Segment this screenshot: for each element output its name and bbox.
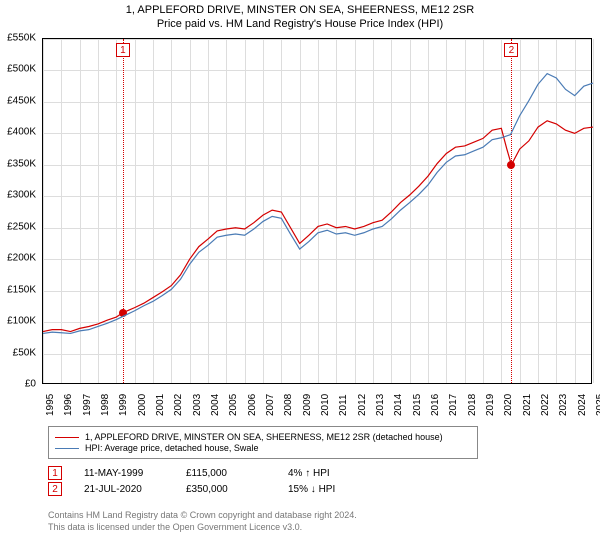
x-tick-label: 2025 — [595, 394, 600, 416]
x-tick-label: 2020 — [503, 394, 514, 416]
x-tick-label: 2019 — [485, 394, 496, 416]
y-tick-label: £450K — [0, 95, 36, 106]
x-tick-label: 2004 — [210, 394, 221, 416]
legend-swatch — [55, 448, 79, 449]
sale-row: 2 21-JUL-2020 £350,000 15% ↓ HPI — [48, 482, 368, 496]
x-tick-label: 2017 — [448, 394, 459, 416]
x-tick-label: 2011 — [338, 394, 349, 416]
x-tick-label: 1999 — [118, 394, 129, 416]
legend-row: 1, APPLEFORD DRIVE, MINSTER ON SEA, SHEE… — [55, 432, 471, 442]
x-tick-label: 2008 — [283, 394, 294, 416]
x-tick-label: 2012 — [357, 394, 368, 416]
chart-lines — [43, 39, 593, 385]
sale-price: £115,000 — [186, 468, 266, 479]
y-tick-label: £50K — [0, 347, 36, 358]
y-tick-label: £300K — [0, 190, 36, 201]
y-tick-label: £500K — [0, 64, 36, 75]
chart-title-line2: Price paid vs. HM Land Registry's House … — [0, 16, 600, 34]
x-tick-label: 2010 — [320, 394, 331, 416]
x-tick-label: 2000 — [137, 394, 148, 416]
attribution-line1: Contains HM Land Registry data © Crown c… — [48, 510, 357, 522]
x-tick-label: 2014 — [393, 394, 404, 416]
x-tick-label: 2024 — [577, 394, 588, 416]
x-tick-label: 2016 — [430, 394, 441, 416]
attribution-line2: This data is licensed under the Open Gov… — [48, 522, 357, 534]
sale-price: £350,000 — [186, 484, 266, 495]
x-tick-label: 2005 — [228, 394, 239, 416]
y-tick-label: £550K — [0, 33, 36, 44]
plot-area: 12 — [42, 38, 592, 384]
legend-swatch — [55, 437, 79, 438]
x-tick-label: 2001 — [155, 394, 166, 416]
chart-container: 1, APPLEFORD DRIVE, MINSTER ON SEA, SHEE… — [0, 0, 600, 560]
sale-delta: 4% ↑ HPI — [288, 468, 368, 479]
sale-date: 11-MAY-1999 — [84, 468, 164, 479]
sale-num-box: 2 — [48, 482, 62, 496]
x-tick-label: 1995 — [45, 394, 56, 416]
legend-label: 1, APPLEFORD DRIVE, MINSTER ON SEA, SHEE… — [85, 432, 443, 442]
series-property — [43, 121, 593, 332]
legend-label: HPI: Average price, detached house, Swal… — [85, 443, 258, 453]
sales-table: 1 11-MAY-1999 £115,000 4% ↑ HPI 2 21-JUL-2020… — [48, 464, 368, 498]
y-tick-label: £200K — [0, 253, 36, 264]
y-tick-label: £350K — [0, 158, 36, 169]
x-tick-label: 2018 — [467, 394, 478, 416]
chart-title-line1: 1, APPLEFORD DRIVE, MINSTER ON SEA, SHEE… — [0, 0, 600, 16]
x-tick-label: 2013 — [375, 394, 386, 416]
x-tick-label: 2009 — [302, 394, 313, 416]
y-tick-label: £0 — [0, 379, 36, 390]
x-tick-label: 2022 — [540, 394, 551, 416]
attribution: Contains HM Land Registry data © Crown c… — [48, 510, 357, 533]
y-tick-label: £150K — [0, 284, 36, 295]
x-tick-label: 2015 — [412, 394, 423, 416]
sale-date: 21-JUL-2020 — [84, 484, 164, 495]
y-tick-label: £250K — [0, 221, 36, 232]
x-tick-label: 2021 — [522, 394, 533, 416]
x-tick-label: 2003 — [192, 394, 203, 416]
x-tick-label: 2002 — [173, 394, 184, 416]
y-tick-label: £100K — [0, 316, 36, 327]
legend-row: HPI: Average price, detached house, Swal… — [55, 443, 471, 453]
sale-row: 1 11-MAY-1999 £115,000 4% ↑ HPI — [48, 466, 368, 480]
series-hpi — [43, 74, 593, 334]
gridline-v — [593, 39, 594, 383]
y-tick-label: £400K — [0, 127, 36, 138]
x-tick-label: 2006 — [247, 394, 258, 416]
sale-num-box: 1 — [48, 466, 62, 480]
sale-delta: 15% ↓ HPI — [288, 484, 368, 495]
x-tick-label: 2007 — [265, 394, 276, 416]
legend: 1, APPLEFORD DRIVE, MINSTER ON SEA, SHEE… — [48, 426, 478, 459]
x-tick-label: 1998 — [100, 394, 111, 416]
x-tick-label: 1997 — [82, 394, 93, 416]
x-tick-label: 1996 — [63, 394, 74, 416]
x-tick-label: 2023 — [558, 394, 569, 416]
